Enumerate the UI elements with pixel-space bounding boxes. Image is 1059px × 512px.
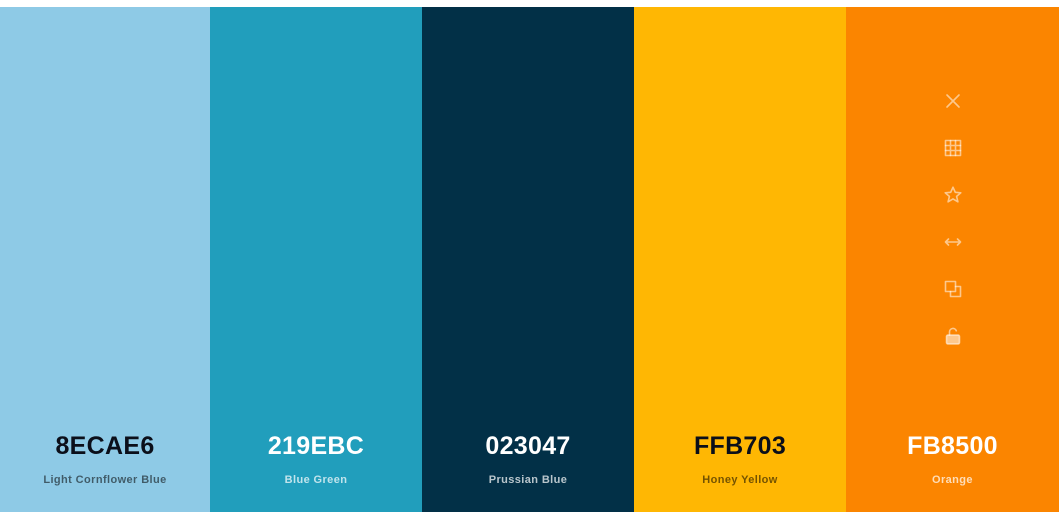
copy-icon [944,280,961,298]
color-swatch-3[interactable]: 023047 Prussian Blue [422,7,634,512]
remove-color-button[interactable] [941,89,965,113]
lock-open-icon [945,327,960,345]
color-name-label[interactable]: Light Cornflower Blue [43,474,167,486]
star-icon [943,186,962,203]
lock-color-button[interactable] [941,324,965,348]
color-hex-label[interactable]: 8ECAE6 [55,432,155,460]
color-swatch-4[interactable]: FFB703 Honey Yellow [634,7,846,512]
color-hex-label[interactable]: FFB703 [693,432,787,460]
color-name-label[interactable]: Prussian Blue [488,474,568,486]
copy-hex-button[interactable] [941,277,965,301]
drag-color-handle[interactable] [941,230,965,254]
color-hex-label[interactable]: FB8500 [907,432,998,460]
save-color-button[interactable] [941,183,965,207]
color-hex-label[interactable]: 023047 [485,432,571,460]
color-name-label[interactable]: Orange [932,474,973,486]
grid-icon [944,139,961,157]
color-swatch-2[interactable]: 219EBC Blue Green [210,7,422,512]
shades-button[interactable] [941,136,965,160]
color-name-label[interactable]: Blue Green [284,474,348,486]
color-palette: 8ECAE6 Light Cornflower Blue 219EBC Blue… [0,7,1059,512]
color-swatch-5[interactable]: FB8500 Orange [846,7,1059,512]
drag-horizontal-icon [944,238,961,246]
color-name-label[interactable]: Honey Yellow [702,474,778,486]
color-swatch-1[interactable]: 8ECAE6 Light Cornflower Blue [0,7,210,512]
close-icon [945,94,960,108]
color-hex-label[interactable]: 219EBC [267,432,365,460]
swatch-toolbar [846,89,1059,371]
